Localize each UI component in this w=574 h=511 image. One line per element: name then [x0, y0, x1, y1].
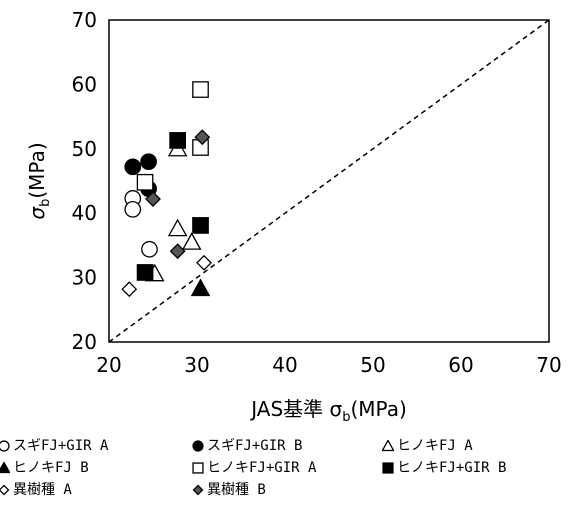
y-axis-label-subscript: b: [38, 199, 53, 207]
data-point: [167, 218, 188, 237]
data-point: [192, 217, 209, 234]
series-7: [121, 254, 212, 298]
series-5: [136, 81, 209, 191]
series-4: [190, 278, 211, 297]
y-axis-label-main: σ: [25, 206, 49, 220]
legend-marker: [0, 484, 10, 496]
data-point: [181, 232, 202, 250]
x-tick-label: 60: [448, 353, 473, 377]
legend-marker-shape: [0, 440, 10, 452]
legend-marker: [192, 484, 204, 496]
series-3: [144, 138, 202, 282]
data-points: [121, 81, 212, 298]
legend-item: 異樹種 B: [192, 480, 266, 500]
tick-labels: 20 30 40 50 60 70 20 30 40 50 60 70: [72, 8, 562, 377]
legend-marker: [0, 440, 10, 452]
legend-item: ヒノキFJ+GIR B: [382, 458, 506, 478]
y-tick-label: 40: [72, 201, 97, 225]
legend-marker-shape: [382, 440, 394, 452]
x-axis-label: JAS基準 σb(MPa): [249, 397, 407, 425]
y-axis-label-unit: (MPa): [25, 142, 49, 198]
x-axis-label-subscript: b: [342, 410, 350, 425]
y-tick-label: 20: [72, 330, 97, 354]
x-axis-label-main: JAS基準 σ: [249, 397, 342, 421]
x-tick-label: 50: [360, 353, 385, 377]
x-tick-label: 30: [184, 353, 209, 377]
legend-marker: [0, 462, 10, 474]
legend-label: スギFJ+GIR A: [13, 438, 109, 454]
plot-border: [108, 19, 550, 343]
data-point: [145, 191, 161, 207]
reference-line: [108, 19, 550, 343]
x-axis-label-unit: (MPa): [350, 397, 406, 421]
series-6: [136, 132, 209, 281]
series-1: [124, 190, 158, 258]
data-point: [194, 129, 211, 146]
legend-label: 異樹種 B: [207, 482, 266, 498]
legend-marker: [382, 462, 394, 474]
legend-item: ヒノキFJ B: [0, 458, 89, 478]
data-point: [136, 173, 154, 191]
legend-label: ヒノキFJ+GIR B: [397, 460, 507, 476]
legend-item: ヒノキFJ+GIR A: [192, 458, 316, 478]
legend-marker-shape: [0, 484, 10, 496]
legend-label: ヒノキFJ B: [13, 460, 89, 476]
legend-item: 異樹種 A: [0, 480, 72, 500]
legend-label: スギFJ+GIR B: [207, 438, 303, 454]
legend-item: スギFJ+GIR B: [192, 436, 302, 456]
legend-marker-shape: [382, 462, 394, 474]
legend-marker: [382, 440, 394, 452]
data-point: [124, 200, 142, 218]
y-tick-label: 30: [72, 266, 97, 290]
axis-labels: JAS基準 σb(MPa) σb(MPa): [25, 142, 407, 425]
legend-item: スギFJ+GIR A: [0, 436, 108, 456]
y-tick-label: 60: [72, 72, 97, 96]
data-point: [169, 132, 186, 149]
data-point: [121, 281, 138, 298]
data-point: [196, 254, 212, 271]
data-point: [136, 264, 154, 281]
legend: スギFJ+GIR A スギFJ+GIR B ヒノキFJ A ヒノキFJ B ヒノキFJ+…: [0, 430, 574, 510]
legend-marker: [192, 462, 204, 474]
y-tick-label: 70: [72, 8, 97, 32]
data-point: [169, 243, 186, 260]
legend-label: 異樹種 A: [13, 482, 72, 498]
legend-item: ヒノキFJ A: [382, 436, 473, 456]
legend-marker-shape: [0, 462, 10, 474]
data-point: [190, 278, 211, 297]
data-point: [124, 158, 142, 176]
legend-marker-shape: [192, 484, 204, 496]
legend-label: ヒノキFJ A: [397, 438, 473, 454]
series-8: [145, 129, 211, 260]
y-tick-label: 50: [72, 137, 97, 161]
x-tick-label: 40: [272, 353, 297, 377]
legend-marker: [192, 440, 204, 452]
y-axis-label: σb(MPa): [25, 142, 53, 219]
x-tick-label: 20: [96, 353, 121, 377]
legend-marker-shape: [192, 462, 204, 474]
data-point: [140, 153, 157, 171]
reference-line-group: [108, 19, 550, 343]
legend-marker-shape: [192, 440, 204, 452]
x-tick-label: 70: [536, 353, 561, 377]
data-point: [192, 81, 209, 98]
legend-label: ヒノキFJ+GIR A: [207, 460, 317, 476]
plot-frame: [108, 19, 550, 343]
data-point: [141, 240, 158, 258]
